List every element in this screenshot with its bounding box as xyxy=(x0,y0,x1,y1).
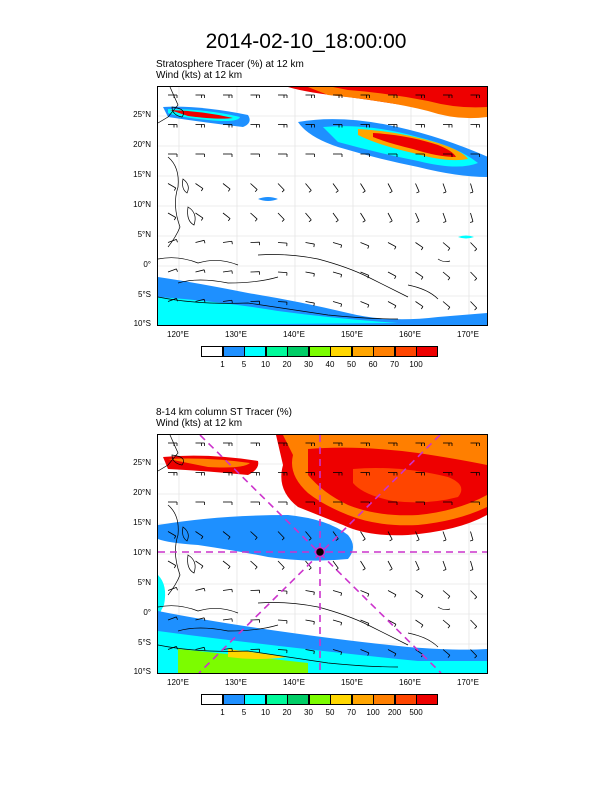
colorbar-label: 1 xyxy=(220,708,225,717)
storm-center-dot xyxy=(314,546,326,558)
colorbar-label: 60 xyxy=(368,360,378,369)
lat-label: 5°S xyxy=(138,638,151,647)
colorbar-swatch xyxy=(351,694,374,705)
colorbar-label: 30 xyxy=(304,360,313,369)
top-subtitle-line2: Wind (kts) at 12 km xyxy=(156,70,243,81)
lon-label: 160°E xyxy=(399,678,421,687)
colorbar-swatch xyxy=(287,346,309,357)
colorbar-label: 5 xyxy=(241,360,247,369)
lat-label: 10°N xyxy=(133,548,151,557)
colorbar-label: 70 xyxy=(347,708,356,717)
colorbar-swatch xyxy=(201,346,223,357)
colorbar-swatch xyxy=(351,346,374,357)
colorbar-label: 500 xyxy=(409,708,423,717)
colorbar-swatch xyxy=(416,694,438,705)
colorbar-swatch xyxy=(287,694,309,705)
lat-label: 10°N xyxy=(133,200,151,209)
colorbar-label: 50 xyxy=(325,708,335,717)
lat-label: 25°N xyxy=(133,458,151,467)
lon-label: 160°E xyxy=(399,330,421,339)
colorbar-swatch xyxy=(373,346,395,357)
lon-label: 170°E xyxy=(457,330,479,339)
wind-barbs xyxy=(167,94,480,311)
colorbar-label: 200 xyxy=(387,708,402,717)
lat-label: 25°N xyxy=(133,110,151,119)
colorbar-label: 10 xyxy=(261,708,270,717)
lat-label: 5°N xyxy=(137,230,151,239)
lat-label: 15°N xyxy=(133,518,151,527)
colorbar-swatch xyxy=(416,346,438,357)
lat-label: 0° xyxy=(143,260,151,269)
top-subtitle-line1: Stratosphere Tracer (%) at 12 km xyxy=(156,59,304,70)
colorbar-swatch xyxy=(244,694,266,705)
lat-label: 20°N xyxy=(133,488,151,497)
lat-label: 10°S xyxy=(133,667,151,676)
lon-label: 140°E xyxy=(283,330,305,339)
coastlines xyxy=(158,87,451,320)
colorbar-swatch xyxy=(265,346,288,357)
top-map-plot xyxy=(157,86,488,326)
lon-label: 120°E xyxy=(167,330,189,339)
tracer-shading xyxy=(158,87,487,325)
colorbar-label: 20 xyxy=(282,708,292,717)
map-title: 2014-02-10_18:00:00 xyxy=(205,30,407,53)
lon-label: 150°E xyxy=(341,330,363,339)
colorbar-swatch xyxy=(330,346,352,357)
lon-label: 130°E xyxy=(225,330,247,339)
colorbar-label: 40 xyxy=(325,360,335,369)
lon-label: 170°E xyxy=(457,678,479,687)
lon-label: 150°E xyxy=(341,678,363,687)
lat-label: 5°S xyxy=(138,290,151,299)
colorbar-label: 100 xyxy=(366,708,380,717)
colorbar-label: 50 xyxy=(347,360,356,369)
tracer-shading xyxy=(158,435,487,673)
lat-label: 10°S xyxy=(133,319,151,328)
bottom-subtitle-line1: 8-14 km column ST Tracer (%) xyxy=(156,407,292,418)
colorbar-swatch xyxy=(222,694,245,705)
colorbar-swatch xyxy=(244,346,266,357)
colorbar-label: 1 xyxy=(220,360,225,369)
lat-label: 20°N xyxy=(133,140,151,149)
colorbar-swatch xyxy=(222,346,245,357)
colorbar-label: 70 xyxy=(390,360,399,369)
lon-label: 120°E xyxy=(167,678,189,687)
lon-label: 130°E xyxy=(225,678,247,687)
colorbar-swatch xyxy=(394,346,417,357)
colorbar-swatch xyxy=(308,346,331,357)
colorbar-swatch xyxy=(201,694,223,705)
bottom-map-plot xyxy=(157,434,488,674)
bottom-subtitle-line2: Wind (kts) at 12 km xyxy=(156,418,243,429)
colorbar-label: 5 xyxy=(241,708,247,717)
lat-label: 15°N xyxy=(133,170,151,179)
lat-label: 5°N xyxy=(137,578,151,587)
colorbar-swatch xyxy=(330,694,352,705)
colorbar-label: 100 xyxy=(409,360,423,369)
colorbar-label: 10 xyxy=(261,360,270,369)
colorbar-swatch xyxy=(265,694,288,705)
bottom-map-canvas xyxy=(158,435,487,673)
colorbar-swatch xyxy=(373,694,395,705)
colorbar-swatch xyxy=(394,694,417,705)
colorbar-swatch xyxy=(308,694,331,705)
lon-label: 140°E xyxy=(283,678,305,687)
colorbar-label: 20 xyxy=(282,360,292,369)
gridlines xyxy=(158,87,487,325)
lat-label: 0° xyxy=(143,608,151,617)
top-map-canvas xyxy=(158,87,487,325)
colorbar-label: 30 xyxy=(304,708,313,717)
